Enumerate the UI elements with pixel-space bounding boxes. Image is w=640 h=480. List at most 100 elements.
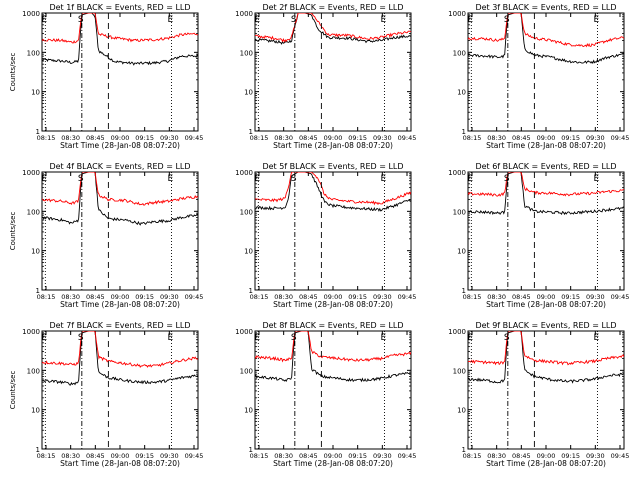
y-tick-label: 10 xyxy=(457,407,466,415)
marker-label: E xyxy=(380,15,386,25)
x-tick-label: 08:15 xyxy=(37,293,56,301)
y-tick-label: 1000 xyxy=(22,169,40,177)
x-tick-label: 09:45 xyxy=(398,293,417,301)
x-tick-label: 08:30 xyxy=(61,293,80,301)
y-tick-label: 1000 xyxy=(448,169,466,177)
marker-label: E xyxy=(167,333,173,343)
marker-label: S xyxy=(78,174,84,184)
plot-frame xyxy=(254,12,412,132)
y-tick-label: 100 xyxy=(27,49,40,57)
plot-frame xyxy=(467,171,625,291)
plot-frame xyxy=(41,171,199,291)
x-axis-label: Start Time (28-Jan-08 08:07:20) xyxy=(60,141,180,150)
chart-panel: Det 7f BLACK = Events, RED = LLD 1 10 100 10… xyxy=(9,321,203,468)
chart-title: Det 4f BLACK = Events, RED = LLD xyxy=(49,162,190,171)
marker-label: E xyxy=(467,333,473,343)
y-tick-label: 100 xyxy=(240,367,253,375)
x-tick-label: 08:15 xyxy=(250,293,269,301)
x-tick-label: 09:30 xyxy=(160,134,179,142)
y-tick-label: 1 xyxy=(462,287,466,295)
x-axis-label: Start Time (28-Jan-08 08:07:20) xyxy=(486,141,606,150)
lld-series-line xyxy=(42,331,198,368)
y-tick-label: 100 xyxy=(240,49,253,57)
y-tick-label: 1 xyxy=(36,287,40,295)
y-tick-label: 100 xyxy=(27,367,40,375)
marker-label: S xyxy=(78,15,84,25)
events-series-line xyxy=(468,331,624,384)
x-tick-label: 09:45 xyxy=(398,134,417,142)
y-axis-label: Counts/sec xyxy=(9,53,17,92)
x-tick-label: 09:30 xyxy=(160,293,179,301)
x-tick-label: 08:30 xyxy=(274,452,293,460)
y-tick-label: 1 xyxy=(462,128,466,136)
x-tick-label: 08:45 xyxy=(86,293,105,301)
x-tick-label: 08:15 xyxy=(37,134,56,142)
events-series-line xyxy=(255,13,411,45)
x-tick-label: 08:15 xyxy=(463,452,482,460)
y-tick-label: 100 xyxy=(453,49,466,57)
marker-label: S xyxy=(291,15,297,25)
x-tick-label: 09:00 xyxy=(537,134,556,142)
x-tick-label: 08:30 xyxy=(487,452,506,460)
plot-frame xyxy=(467,12,625,132)
y-tick-label: 10 xyxy=(31,248,40,256)
marker-label: E xyxy=(41,174,47,184)
marker-label: E xyxy=(593,174,599,184)
x-tick-label: 08:30 xyxy=(487,293,506,301)
x-tick-label: 08:15 xyxy=(463,134,482,142)
chart-panel: Det 1f BLACK = Events, RED = LLD 1 10 100 10… xyxy=(9,3,203,150)
x-tick-label: 09:00 xyxy=(537,452,556,460)
chart-panel: Det 6f BLACK = Events, RED = LLD 1 10 100 10… xyxy=(448,162,629,309)
chart-panel: Det 9f BLACK = Events, RED = LLD 1 10 100 10… xyxy=(448,321,629,468)
events-series-line xyxy=(468,13,624,65)
x-tick-label: 09:00 xyxy=(537,293,556,301)
x-tick-label: 09:45 xyxy=(611,452,630,460)
x-axis-label: Start Time (28-Jan-08 08:07:20) xyxy=(486,459,606,468)
x-tick-label: 08:30 xyxy=(274,134,293,142)
y-tick-label: 1 xyxy=(249,128,253,136)
marker-label: E xyxy=(467,15,473,25)
y-tick-label: 1000 xyxy=(448,328,466,336)
x-tick-label: 09:45 xyxy=(611,134,630,142)
plot-frame xyxy=(254,171,412,291)
x-axis-label: Start Time (28-Jan-08 08:07:20) xyxy=(273,459,393,468)
x-tick-label: 09:30 xyxy=(586,293,605,301)
y-tick-label: 100 xyxy=(240,208,253,216)
x-tick-label: 09:30 xyxy=(160,452,179,460)
y-tick-label: 10 xyxy=(31,89,40,97)
x-tick-label: 08:45 xyxy=(299,452,318,460)
x-tick-label: 08:45 xyxy=(512,293,531,301)
x-tick-label: 08:45 xyxy=(299,134,318,142)
x-tick-label: 09:15 xyxy=(135,293,154,301)
x-tick-label: 08:15 xyxy=(250,452,269,460)
marker-label: E xyxy=(380,333,386,343)
x-tick-label: 08:45 xyxy=(86,134,105,142)
lld-series-line xyxy=(255,172,411,206)
plot-frame xyxy=(41,12,199,132)
x-tick-label: 09:15 xyxy=(348,452,367,460)
y-tick-label: 100 xyxy=(27,208,40,216)
x-tick-label: 08:15 xyxy=(463,293,482,301)
marker-label: S xyxy=(78,333,84,343)
marker-label: E xyxy=(467,174,473,184)
y-tick-label: 1000 xyxy=(235,169,253,177)
lld-series-line xyxy=(468,331,624,366)
lld-series-line xyxy=(255,331,411,363)
x-tick-label: 09:30 xyxy=(586,134,605,142)
x-tick-label: 08:45 xyxy=(512,452,531,460)
lld-series-line xyxy=(255,13,411,43)
x-axis-label: Start Time (28-Jan-08 08:07:20) xyxy=(486,300,606,309)
marker-label: E xyxy=(254,15,260,25)
marker-label: E xyxy=(41,15,47,25)
y-tick-label: 100 xyxy=(453,208,466,216)
chart-title: Det 9f BLACK = Events, RED = LLD xyxy=(475,321,616,330)
x-tick-label: 08:30 xyxy=(61,134,80,142)
x-tick-label: 08:30 xyxy=(274,293,293,301)
x-axis-label: Start Time (28-Jan-08 08:07:20) xyxy=(273,141,393,150)
marker-label: E xyxy=(593,333,599,343)
lld-series-line xyxy=(468,13,624,48)
x-tick-label: 09:15 xyxy=(135,452,154,460)
chart-title: Det 1f BLACK = Events, RED = LLD xyxy=(49,3,190,12)
y-tick-label: 1 xyxy=(249,446,253,454)
lld-series-line xyxy=(42,172,198,206)
